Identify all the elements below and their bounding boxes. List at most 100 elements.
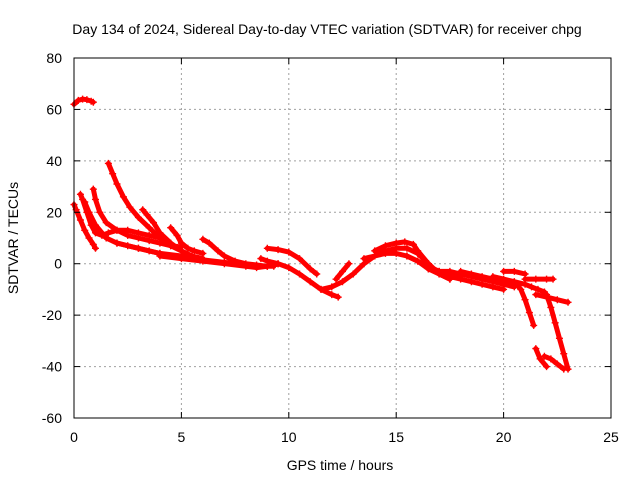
data-point: [76, 190, 84, 198]
axis-ticks: 0 5 10 15 20 25 -60 -40 -20 0 20 40 60 80: [42, 50, 619, 445]
data-point: [500, 267, 508, 275]
data-point: [167, 224, 175, 232]
data-point: [76, 216, 84, 224]
data-point: [543, 363, 551, 371]
data-point: [296, 255, 304, 263]
series-arc-26: [540, 352, 568, 373]
series-arc-11: [156, 252, 282, 272]
data-point: [257, 255, 265, 263]
series-arc-22: [500, 267, 529, 278]
data-point: [74, 96, 82, 104]
data-point: [313, 270, 321, 278]
data-point: [81, 198, 89, 206]
data-point: [525, 309, 533, 317]
y-tick-label: 60: [46, 101, 62, 117]
series-arc-24: [521, 275, 557, 283]
data-point: [424, 265, 432, 273]
y-tick-label: 80: [46, 50, 62, 66]
data-point: [143, 211, 151, 219]
data-point: [83, 96, 91, 104]
data-point: [517, 285, 525, 293]
series-line: [140, 207, 206, 262]
y-tick-label: -20: [42, 307, 62, 323]
series-arc-23: [510, 278, 538, 329]
data-point: [113, 239, 121, 247]
data-point: [104, 229, 112, 237]
data-point: [521, 296, 529, 304]
data-point: [285, 248, 293, 256]
data-point: [328, 283, 336, 291]
chart-title: Day 134 of 2024, Sidereal Day-to-day VTE…: [72, 21, 581, 37]
y-tick-label: 40: [46, 153, 62, 169]
data-point: [564, 365, 572, 373]
data-point: [85, 234, 93, 242]
series-arc-15: [332, 260, 353, 283]
data-point: [540, 352, 548, 360]
data-point: [414, 247, 422, 255]
data-point: [199, 257, 207, 265]
data-point: [392, 239, 400, 247]
data-point: [510, 267, 518, 275]
data-point: [349, 270, 357, 278]
series-arc-25: [532, 345, 551, 371]
x-tick-label: 0: [70, 429, 78, 445]
data-point: [543, 291, 551, 299]
data-point: [199, 249, 207, 257]
data-point: [274, 246, 282, 254]
data-point: [549, 275, 557, 283]
data-point: [102, 234, 110, 242]
data-point: [510, 278, 518, 286]
data-point: [91, 221, 99, 229]
data-point: [339, 267, 346, 275]
data-point: [521, 275, 529, 283]
data-point: [149, 219, 157, 227]
data-point: [91, 244, 99, 252]
y-tick-label: -60: [42, 410, 62, 426]
data-point: [91, 229, 99, 237]
data-point: [532, 291, 540, 299]
data-point: [401, 238, 409, 246]
data-point: [551, 319, 559, 327]
data-point: [328, 291, 336, 299]
data-point: [145, 224, 153, 232]
x-tick-label: 20: [496, 429, 512, 445]
data-point: [156, 252, 164, 260]
data-point: [102, 219, 110, 227]
x-tick-label: 5: [178, 429, 186, 445]
y-axis-label: SDTVAR / TECUs: [5, 182, 21, 294]
data-point: [156, 229, 164, 237]
data-point: [177, 239, 185, 247]
data-point: [381, 242, 389, 250]
data-point: [184, 244, 192, 252]
data-point: [139, 206, 147, 214]
data-point: [89, 98, 97, 106]
series-arc-12: [263, 244, 321, 278]
series-line: [258, 256, 341, 300]
data-point: [167, 239, 175, 247]
series-arc-13: [257, 255, 342, 301]
data-point: [134, 234, 142, 242]
data-point: [543, 275, 551, 283]
data-point: [435, 267, 443, 275]
data-point: [457, 267, 465, 275]
data-point: [528, 283, 536, 291]
data-point: [177, 247, 185, 255]
data-point: [85, 208, 93, 216]
data-point: [446, 267, 454, 275]
x-tick-label: 25: [603, 429, 619, 445]
data-point: [134, 213, 142, 221]
data-point: [296, 270, 304, 278]
data-point: [220, 252, 228, 260]
series-line: [533, 292, 571, 305]
data-point: [285, 264, 293, 272]
data-point: [274, 260, 282, 268]
data-point: [564, 298, 572, 306]
data-point: [205, 239, 213, 247]
data-point: [555, 334, 563, 342]
series-line: [105, 160, 184, 254]
data-point: [263, 257, 271, 265]
data-point: [478, 273, 486, 281]
data-point: [360, 255, 368, 263]
data-point: [104, 159, 112, 167]
